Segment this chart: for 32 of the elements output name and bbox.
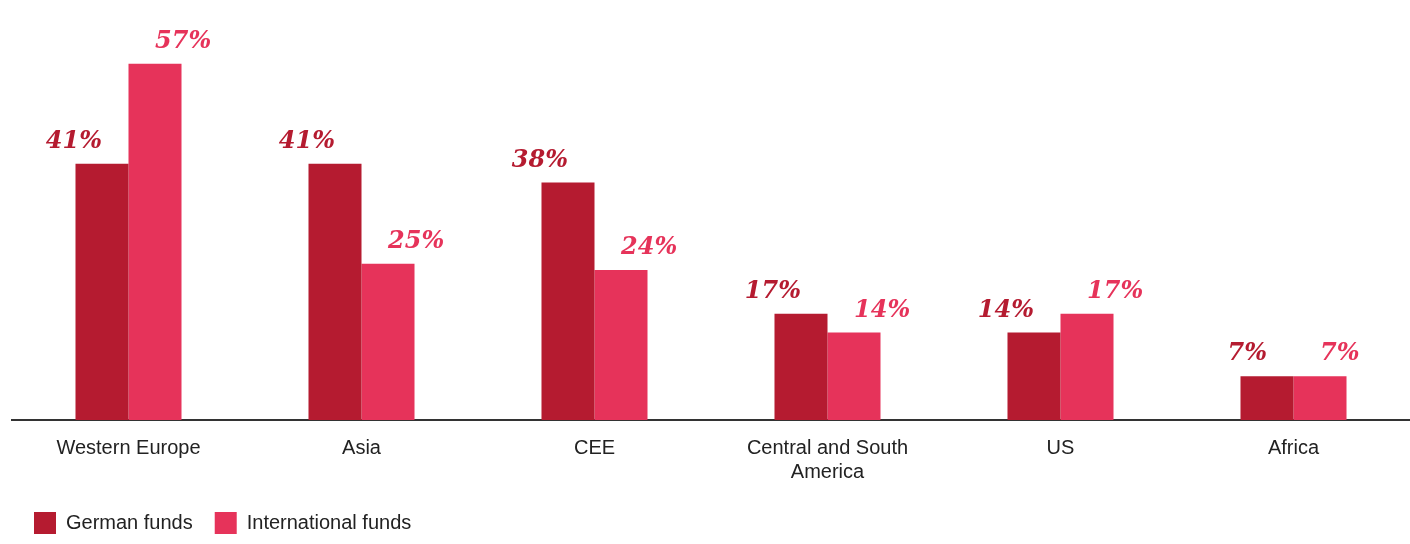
data-label: 38% [511,143,568,173]
bar [827,332,881,420]
data-label: 25% [387,224,445,254]
bar [128,63,182,420]
data-label: 24% [620,231,678,261]
x-tick-label: Asia [342,435,382,458]
bar [361,263,415,420]
bar [308,163,362,420]
x-tick-label: Central and South America [746,435,909,482]
data-label: 14% [977,293,1034,323]
data-label: 14% [854,293,911,323]
bar [541,182,595,420]
data-label: 57% [155,24,212,54]
legend-label: German funds [66,510,193,533]
data-label: 7% [1320,337,1360,367]
data-label: 17% [1087,274,1144,304]
x-tick-label: US [1046,435,1075,458]
bar [1060,313,1114,420]
x-tick-label: Africa [1267,435,1320,458]
data-label: 41% [45,124,102,154]
data-label: 41% [278,124,335,154]
legend-label: International funds [246,510,412,533]
x-tick-label: Western Europe [56,435,201,458]
bar [1293,376,1347,420]
bar [1240,376,1294,420]
bar [1007,332,1061,420]
bar [774,313,828,420]
data-label: 7% [1227,337,1267,367]
bar [594,270,648,420]
x-tick-label: CEE [573,435,616,458]
data-label: 17% [744,274,801,304]
bar [75,163,129,420]
